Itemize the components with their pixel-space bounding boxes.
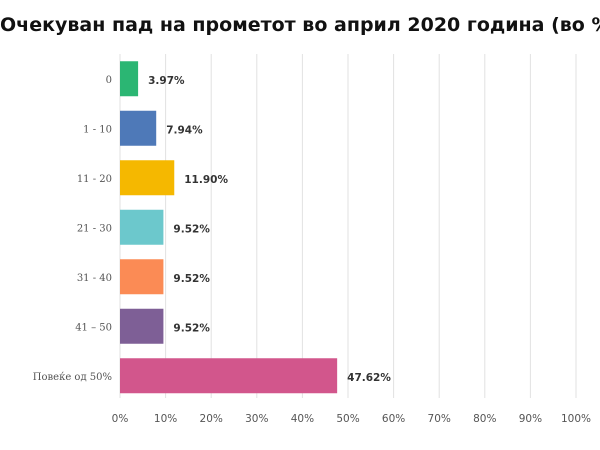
value-label: 9.52%	[173, 223, 210, 235]
x-tick-labels: 0% 10% 20% 30% 40% 50% 60% 70% 80% 90% 100%	[112, 413, 591, 425]
category-label: 31 - 40	[77, 273, 112, 284]
x-tick-label: 0%	[112, 413, 129, 425]
x-tick-label: 60%	[382, 413, 405, 425]
x-tick-label: 100%	[561, 413, 591, 425]
x-tick-label: 90%	[519, 413, 542, 425]
x-tick-label: 40%	[291, 413, 314, 425]
value-label: 9.52%	[173, 322, 210, 334]
value-label: 9.52%	[173, 273, 210, 285]
category-label: 0	[106, 75, 112, 86]
bar	[120, 308, 164, 344]
x-tick-label: 30%	[245, 413, 268, 425]
bar	[120, 358, 338, 394]
chart-title: Очекуван пад на прометот во април 2020 г…	[0, 14, 600, 36]
value-label: 11.90%	[184, 174, 228, 186]
x-tick-label: 80%	[473, 413, 496, 425]
bar	[120, 160, 175, 196]
category-label: 1 - 10	[83, 124, 112, 135]
category-label: 11 - 20	[77, 174, 112, 185]
category-label: Повеќе од 50%	[33, 372, 112, 383]
x-tick-label: 20%	[200, 413, 223, 425]
bar	[120, 61, 139, 97]
x-tick-label: 50%	[336, 413, 359, 425]
bar	[120, 209, 164, 245]
category-labels: 0 1 - 10 11 - 20 21 - 30 31 - 40 41 – 50 Повеќ…	[33, 75, 112, 383]
value-label: 47.62%	[347, 372, 391, 384]
x-tick-label: 70%	[428, 413, 451, 425]
value-label: 7.94%	[166, 124, 203, 136]
category-label: 41 – 50	[75, 322, 112, 333]
value-label: 3.97%	[148, 75, 185, 87]
bar	[120, 259, 164, 295]
x-tick-label: 10%	[154, 413, 177, 425]
bars	[120, 61, 338, 394]
bar	[120, 110, 157, 146]
value-labels: 3.97% 7.94% 11.90% 9.52% 9.52% 9.52% 47.62%	[148, 75, 391, 384]
category-label: 21 - 30	[77, 223, 112, 234]
